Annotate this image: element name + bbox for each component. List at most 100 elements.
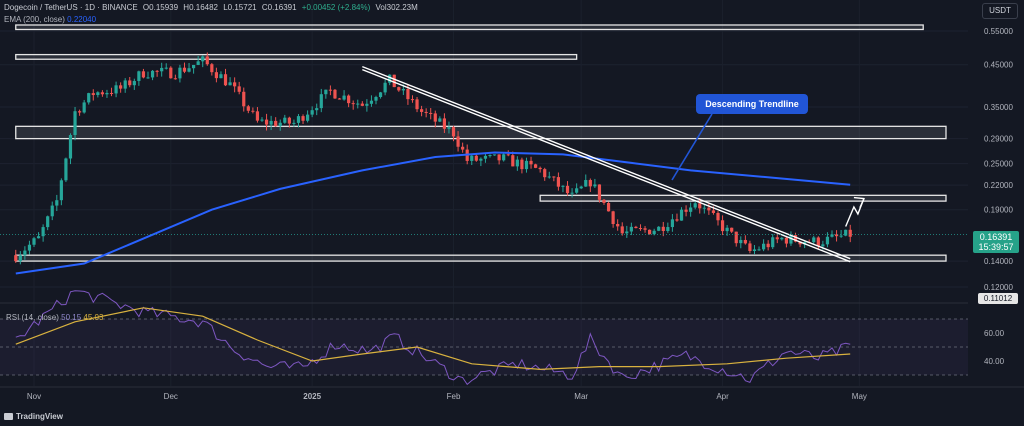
ema-200-line	[15, 151, 851, 275]
rsi-line	[15, 290, 851, 386]
candle-body	[233, 82, 237, 87]
horizontal-zone	[15, 254, 947, 262]
candle-body	[821, 244, 825, 247]
descending-trendline-callout[interactable]: Descending Trendline	[696, 94, 808, 114]
candle-body	[543, 169, 547, 178]
candle-body	[538, 167, 542, 170]
time-tick-label: 2025	[303, 392, 321, 401]
candle-body	[214, 72, 218, 79]
horizontal-zone	[15, 125, 947, 140]
candle-body	[128, 80, 132, 86]
currency-button[interactable]: USDT	[982, 3, 1018, 19]
candle-body	[210, 64, 214, 73]
candle-body	[342, 95, 346, 100]
projection-arrow[interactable]	[845, 196, 865, 227]
candle-body	[456, 136, 460, 147]
candle-body	[524, 160, 529, 170]
candle-body	[798, 241, 802, 245]
candle-body	[784, 237, 788, 244]
pane-separator-price-tag: 0.11012	[978, 293, 1018, 304]
candle-body	[643, 228, 647, 230]
price-tick-label: 0.25000	[984, 160, 1013, 169]
candle-body	[50, 205, 54, 217]
ohlc-close: C0.16391	[261, 3, 297, 12]
candle-body	[123, 80, 127, 89]
candle-body	[661, 226, 665, 231]
ema-200-path	[15, 151, 851, 275]
candle-body	[693, 203, 697, 208]
bar-countdown: 15:39:57	[978, 242, 1014, 252]
candle-body	[315, 108, 319, 111]
candle-body	[547, 176, 551, 178]
rsi-value: 50.15	[61, 313, 82, 322]
candle-body	[141, 71, 146, 78]
trendline-lower	[362, 68, 851, 263]
candle-body	[716, 212, 720, 221]
symbol-title[interactable]: Dogecoin / TetherUS · 1D · BINANCE	[4, 3, 138, 12]
candle-body	[301, 116, 305, 121]
candle-body	[287, 117, 291, 124]
time-tick-label: Mar	[574, 392, 588, 401]
candle-body	[575, 188, 579, 193]
price-tick-label: 0.22000	[984, 181, 1013, 190]
candle-body	[169, 67, 173, 79]
candle-body	[762, 243, 766, 250]
price-change: +0.00452 (+2.84%)	[301, 3, 371, 12]
candle-body	[27, 244, 32, 251]
candle-body	[100, 92, 104, 95]
candle-body	[324, 89, 328, 95]
candle-body	[638, 228, 643, 230]
price-tick-label: 0.12000	[984, 283, 1013, 292]
candle-body	[830, 234, 834, 237]
candle-body	[155, 70, 159, 72]
candles	[14, 52, 852, 265]
candle-body	[679, 209, 684, 221]
tradingview-logo-icon	[4, 413, 13, 420]
tradingview-logo[interactable]: TradingView	[4, 412, 63, 421]
candle-body	[447, 127, 451, 129]
candle-body	[497, 154, 501, 161]
price-tick-label: 0.14000	[984, 257, 1013, 266]
candle-body	[205, 56, 209, 65]
candle-body	[96, 92, 100, 96]
price-axis[interactable]: 0.55000 0.45000 0.35000 0.29000 0.25000 0.220…	[984, 27, 1013, 366]
candle-body	[397, 87, 401, 91]
candle-body	[260, 119, 264, 121]
candle-body	[219, 74, 223, 79]
volume: Vol302.23M	[375, 3, 418, 12]
candle-body	[579, 186, 583, 189]
candle-body	[32, 238, 36, 245]
candle-body	[584, 180, 588, 187]
candle-body	[114, 85, 118, 94]
candle-body	[337, 98, 342, 100]
candle-body	[711, 210, 716, 213]
candle-body	[470, 155, 474, 161]
candle-body	[274, 120, 278, 127]
candle-body	[438, 118, 442, 122]
candle-body	[816, 237, 820, 247]
candle-body	[844, 229, 848, 236]
candle-body	[556, 177, 560, 187]
candle-body	[611, 211, 615, 225]
candle-body	[789, 235, 793, 244]
candle-body	[192, 64, 196, 69]
candle-body	[534, 164, 538, 168]
candle-body	[451, 127, 456, 137]
time-axis[interactable]: Nov Dec 2025 Feb Mar Apr May	[0, 386, 1024, 401]
horizontal-zones[interactable]	[15, 24, 947, 262]
candle-body	[657, 226, 661, 231]
candle-body	[666, 227, 670, 231]
candle-body	[474, 155, 478, 161]
descending-trendline[interactable]	[362, 65, 851, 263]
candle-body	[743, 239, 747, 244]
candle-body	[388, 74, 392, 83]
candle-body	[561, 185, 565, 187]
candle-body	[771, 237, 775, 248]
candle-body	[378, 92, 383, 98]
candle-body	[383, 82, 387, 93]
candle-body	[292, 122, 296, 124]
ema-legend[interactable]: EMA (200, close) 0.22040	[4, 15, 96, 24]
rsi-legend[interactable]: RSI (14, close) 50.15 45.03	[6, 313, 103, 322]
symbol-legend[interactable]: Dogecoin / TetherUS · 1D · BINANCE O0.15…	[4, 3, 421, 12]
